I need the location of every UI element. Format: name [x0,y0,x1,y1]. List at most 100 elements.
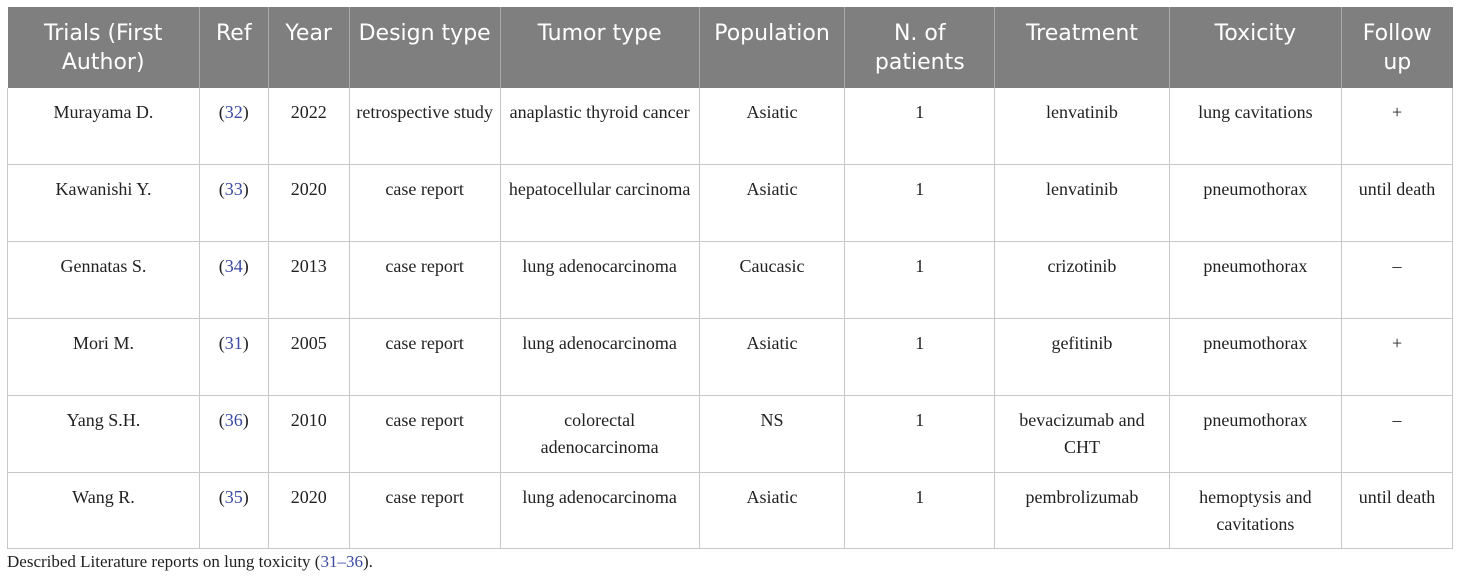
column-header-toxicity: Toxicity [1168,7,1342,88]
toxicity-cell: lung cavitations [1168,88,1342,165]
follow-up-cell: + [1341,318,1453,396]
column-header-year: Year [267,7,350,88]
year-cell: 2020 [267,164,350,242]
ref-cell: (36) [198,395,269,473]
population-cell: Caucasic [698,241,845,319]
tumor-type-cell: anaplastic thyroid cancer [499,88,700,165]
population-cell: Asiatic [698,164,845,242]
column-header-population: Population [698,7,845,88]
ref-cell: (34) [198,241,269,319]
caption-suffix: ). [362,552,373,571]
tumor-type-cell: lung adenocarcinoma [499,472,700,549]
population-cell: NS [698,395,845,473]
design-type-cell: case report [348,472,501,549]
ref-cell: (32) [198,88,269,165]
ref-open-paren: ( [218,179,225,199]
literature-table: Trials (First Author) Ref Year Design type T… [7,7,1453,549]
treatment-cell: lenvatinib [994,164,1170,242]
ref-close-paren: ) [242,333,249,353]
year-cell: 2010 [267,395,350,473]
ref-link[interactable]: 31 [224,333,243,353]
ref-link[interactable]: 35 [224,487,243,507]
ref-close-paren: ) [242,487,249,507]
table-row: Yang S.H. (36) 2010 case report colorectal a… [7,395,1453,473]
author-cell: Kawanishi Y. [7,164,200,242]
ref-link[interactable]: 32 [224,102,243,122]
ref-cell: (33) [198,164,269,242]
treatment-cell: gefitinib [994,318,1170,396]
ref-link[interactable]: 36 [224,410,243,430]
treatment-cell: lenvatinib [994,88,1170,165]
design-type-cell: case report [348,395,501,473]
caption-prefix: Described Literature reports on lung tox… [7,552,321,571]
follow-up-cell: until death [1341,164,1453,242]
patients-count-cell: 1 [844,318,995,396]
toxicity-cell: hemoptysis and cavitations [1168,472,1342,549]
year-cell: 2013 [267,241,350,319]
column-header-design: Design type [348,7,501,88]
column-header-followup: Follow up [1341,7,1453,88]
follow-up-cell: + [1341,88,1453,165]
toxicity-cell: pneumothorax [1168,318,1342,396]
population-cell: Asiatic [698,472,845,549]
author-cell: Murayama D. [7,88,200,165]
treatment-cell: crizotinib [994,241,1170,319]
ref-close-paren: ) [242,256,249,276]
ref-open-paren: ( [218,333,225,353]
patients-count-cell: 1 [844,241,995,319]
ref-cell: (35) [198,472,269,549]
author-cell: Wang R. [7,472,200,549]
patients-count-cell: 1 [844,164,995,242]
column-header-npatients: N. of patients [844,7,995,88]
ref-cell: (31) [198,318,269,396]
tumor-type-cell: hepatocellular carcinoma [499,164,700,242]
design-type-cell: case report [348,318,501,396]
follow-up-cell: until death [1341,472,1453,549]
ref-open-paren: ( [218,410,225,430]
header-row: Trials (First Author) Ref Year Design type T… [7,7,1453,88]
table-row: Kawanishi Y. (33) 2020 case report hepatocel… [7,164,1453,242]
table-header: Trials (First Author) Ref Year Design type T… [7,7,1453,88]
column-header-ref: Ref [198,7,269,88]
ref-close-paren: ) [242,410,249,430]
table-caption: Described Literature reports on lung tox… [7,552,373,572]
ref-open-paren: ( [218,487,225,507]
tumor-type-cell: lung adenocarcinoma [499,318,700,396]
year-cell: 2020 [267,472,350,549]
design-type-cell: retrospective study [348,88,501,165]
ref-link[interactable]: 33 [224,179,243,199]
patients-count-cell: 1 [844,472,995,549]
design-type-cell: case report [348,241,501,319]
column-header-treatment: Treatment [994,7,1170,88]
column-header-tumor: Tumor type [499,7,700,88]
ref-open-paren: ( [218,256,225,276]
year-cell: 2022 [267,88,350,165]
toxicity-cell: pneumothorax [1168,164,1342,242]
tumor-type-cell: colorectal adenocarcinoma [499,395,700,473]
population-cell: Asiatic [698,88,845,165]
year-cell: 2005 [267,318,350,396]
tumor-type-cell: lung adenocarcinoma [499,241,700,319]
ref-close-paren: ) [242,179,249,199]
population-cell: Asiatic [698,318,845,396]
table-row: Mori M. (31) 2005 case report lung adenocarc… [7,318,1453,396]
column-header-trials: Trials (First Author) [7,7,200,88]
follow-up-cell: – [1341,241,1453,319]
treatment-cell: bevacizumab and CHT [994,395,1170,473]
treatment-cell: pembrolizumab [994,472,1170,549]
table-row: Gennatas S. (34) 2013 case report lung adeno… [7,241,1453,319]
table-row: Wang R. (35) 2020 case report lung adenocarc… [7,472,1453,549]
ref-close-paren: ) [242,102,249,122]
patients-count-cell: 1 [844,395,995,473]
author-cell: Mori M. [7,318,200,396]
ref-open-paren: ( [218,102,225,122]
toxicity-cell: pneumothorax [1168,395,1342,473]
follow-up-cell: – [1341,395,1453,473]
table-body: Murayama D. (32) 2022 retrospective study an… [7,88,1453,549]
caption-ref-link[interactable]: 31–36 [320,552,363,571]
toxicity-cell: pneumothorax [1168,241,1342,319]
patients-count-cell: 1 [844,88,995,165]
table-row: Murayama D. (32) 2022 retrospective study an… [7,88,1453,165]
author-cell: Yang S.H. [7,395,200,473]
ref-link[interactable]: 34 [224,256,243,276]
